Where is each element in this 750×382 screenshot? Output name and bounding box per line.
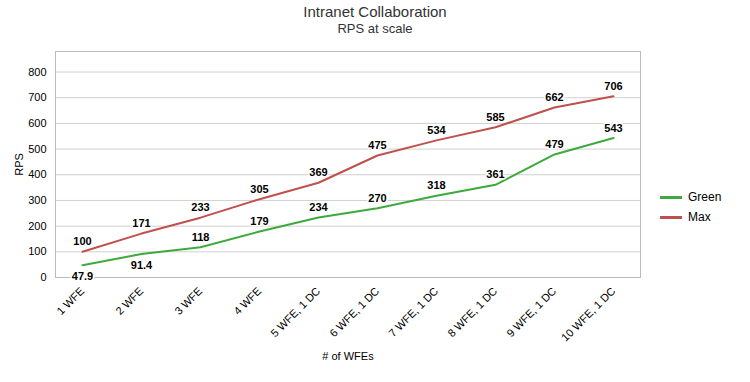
svg-text:10 WFE, 1 DC: 10 WFE, 1 DC <box>559 285 618 344</box>
svg-text:585: 585 <box>486 111 504 123</box>
svg-text:475: 475 <box>368 139 386 151</box>
svg-text:9 WFE, 1 DC: 9 WFE, 1 DC <box>504 285 558 339</box>
svg-text:270: 270 <box>368 192 386 204</box>
svg-text:100: 100 <box>73 235 91 247</box>
svg-text:700: 700 <box>28 91 46 103</box>
svg-text:200: 200 <box>28 220 46 232</box>
svg-text:479: 479 <box>545 138 563 150</box>
svg-text:4 WFE: 4 WFE <box>231 285 263 317</box>
svg-text:6 WFE, 1 DC: 6 WFE, 1 DC <box>327 285 381 339</box>
svg-text:233: 233 <box>191 201 209 213</box>
html-text:Max: Max <box>688 210 711 224</box>
svg-text:47.9: 47.9 <box>72 270 93 282</box>
svg-text:543: 543 <box>604 122 622 134</box>
svg-text:0: 0 <box>40 271 46 283</box>
svg-text:7 WFE, 1 DC: 7 WFE, 1 DC <box>386 285 440 339</box>
svg-text:3 WFE: 3 WFE <box>172 285 204 317</box>
svg-text:234: 234 <box>309 201 328 213</box>
html-text:Green: Green <box>688 190 722 204</box>
svg-text:800: 800 <box>28 66 46 78</box>
svg-text:369: 369 <box>309 166 327 178</box>
svg-text:171: 171 <box>132 217 150 229</box>
svg-text:5 WFE, 1 DC: 5 WFE, 1 DC <box>268 285 322 339</box>
html-text:Intranet Collaboration: Intranet Collaboration <box>303 3 447 20</box>
svg-text:RPS: RPS <box>13 153 25 176</box>
svg-text:318: 318 <box>427 179 445 191</box>
svg-text:662: 662 <box>545 91 563 103</box>
svg-text:361: 361 <box>486 168 504 180</box>
html-text:RPS at scale: RPS at scale <box>337 21 413 36</box>
svg-text:534: 534 <box>427 124 446 136</box>
svg-text:2 WFE: 2 WFE <box>113 285 145 317</box>
svg-text:400: 400 <box>28 168 46 180</box>
svg-text:300: 300 <box>28 194 46 206</box>
svg-text:1 WFE: 1 WFE <box>54 285 86 317</box>
svg-text:91.4: 91.4 <box>131 259 153 271</box>
svg-text:179: 179 <box>250 215 268 227</box>
svg-text:118: 118 <box>192 231 210 243</box>
svg-text:# of WFEs: # of WFEs <box>322 350 374 362</box>
svg-text:8 WFE, 1 DC: 8 WFE, 1 DC <box>445 285 499 339</box>
svg-text:600: 600 <box>28 117 46 129</box>
svg-text:706: 706 <box>604 80 622 92</box>
svg-text:100: 100 <box>28 245 46 257</box>
svg-text:305: 305 <box>250 183 268 195</box>
svg-text:500: 500 <box>28 143 46 155</box>
